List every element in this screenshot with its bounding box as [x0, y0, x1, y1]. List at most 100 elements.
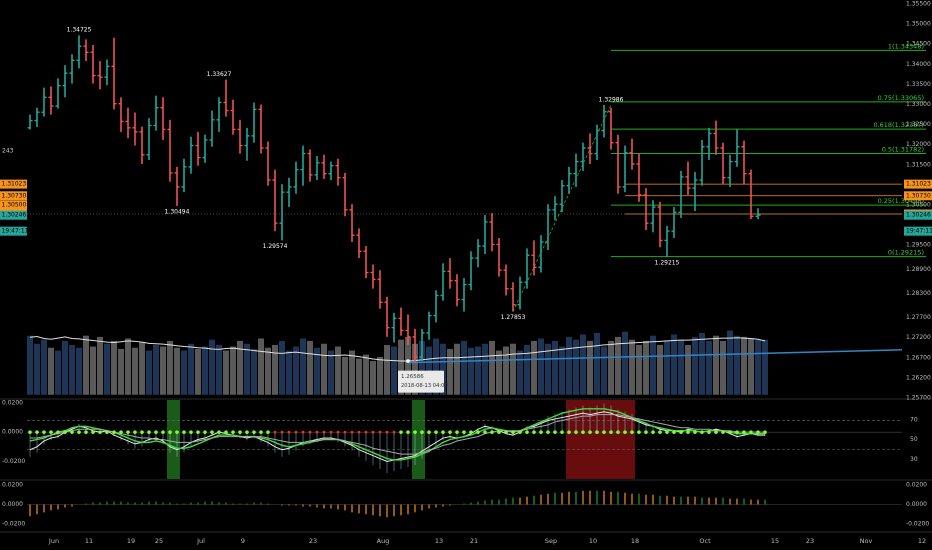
candle: [608, 107, 614, 150]
time-axis-label: Jul: [196, 537, 205, 545]
volume-bar: [580, 334, 586, 395]
indicator-dot: [406, 430, 410, 434]
candle: [41, 87, 47, 117]
indicator-dot: [63, 430, 67, 434]
price-tick-label: 1.26700: [906, 354, 931, 361]
candle: [524, 248, 530, 289]
indicator-dot: [399, 430, 403, 434]
price-tag-bg: [904, 226, 932, 236]
volume-bar: [307, 340, 313, 395]
candle: [671, 207, 677, 238]
indicator-dot: [308, 430, 312, 434]
price-tick-label: 1.34500: [906, 41, 931, 48]
indicator-dot: [525, 430, 529, 434]
indicator-zone: [412, 400, 425, 479]
indicator-dot: [427, 430, 431, 434]
volume-bar: [174, 347, 180, 395]
indicator-dot: [630, 430, 634, 434]
volume-bar: [657, 344, 663, 395]
indicator-line: [29, 408, 765, 461]
extreme-label: 1.30494: [165, 208, 190, 215]
time-axis-label: Jun: [48, 537, 59, 545]
candle: [167, 119, 173, 182]
volume-bar: [132, 347, 138, 395]
volume-bar: [104, 343, 110, 395]
volume-bar: [342, 356, 348, 395]
volume-bar: [573, 339, 579, 395]
candle: [223, 79, 229, 117]
candle: [587, 133, 593, 165]
volume-bar: [419, 340, 425, 395]
candle: [398, 307, 404, 336]
candle: [265, 141, 271, 186]
time-axis-label: 23: [806, 537, 814, 545]
volume-bar: [48, 347, 54, 395]
indicator-dot: [84, 430, 88, 434]
indicator-dot: [553, 430, 557, 434]
price-tag-bg: [0, 179, 27, 189]
candle: [349, 204, 355, 243]
indicator-dot: [455, 430, 459, 434]
candle: [468, 251, 474, 291]
osc-axis-label: 0.0000: [2, 501, 23, 508]
volume-bar: [34, 343, 40, 395]
candle: [188, 136, 194, 174]
time-axis-label: Oct: [699, 537, 711, 545]
volume-bar: [440, 343, 446, 395]
indicator-dot: [441, 430, 445, 434]
indicator-dot: [203, 430, 207, 434]
indicator-dot: [469, 430, 473, 434]
indicator-dot: [756, 430, 760, 434]
price-tick-label: 1.25700: [906, 395, 931, 402]
candle: [335, 158, 341, 186]
indicator-dot: [616, 430, 620, 434]
candle: [692, 172, 698, 212]
volume-bar: [321, 343, 327, 395]
volume-bar: [62, 340, 68, 395]
volume-bar: [55, 350, 61, 395]
indicator-dot: [266, 430, 270, 434]
indicator-dot: [392, 430, 396, 434]
indicator-dot: [91, 430, 95, 434]
candle: [153, 95, 159, 131]
volume-bar: [524, 344, 530, 395]
indicator-dot: [189, 430, 193, 434]
indicator-dot: [511, 430, 515, 434]
time-axis-label: 12: [918, 537, 926, 545]
indicator-dot: [679, 430, 683, 434]
fib-level-label: 0.75(1.33065): [878, 94, 924, 102]
candle: [104, 59, 110, 86]
candle: [160, 97, 166, 140]
price-tick-label: 1.27700: [906, 314, 931, 321]
indicator-dot: [112, 430, 116, 434]
tooltip-price: 1.26586: [401, 374, 424, 380]
indicator-dot: [462, 430, 466, 434]
time-axis-label: 25: [155, 537, 163, 545]
indicator-dot: [77, 430, 81, 434]
price-tick-label: 1.26200: [906, 374, 931, 381]
indicator-zone: [167, 400, 180, 479]
volume-bar: [244, 343, 250, 395]
indicator-dot: [161, 430, 165, 434]
volume-bar: [538, 338, 544, 395]
indicator-dot: [742, 430, 746, 434]
indicator-dot: [560, 430, 564, 434]
indicator-dot: [497, 430, 501, 434]
indicator-dot: [357, 430, 361, 434]
volume-bar: [713, 335, 719, 395]
volume-bar: [370, 361, 376, 395]
candle: [510, 282, 516, 312]
fib-level-label: 1(1.34348): [888, 42, 924, 50]
price-tag: 1.30500: [2, 202, 27, 209]
volume-bar: [552, 340, 558, 395]
volume-bar: [594, 332, 600, 395]
candle: [636, 153, 642, 202]
indicator-dot: [133, 430, 137, 434]
indicator-dot: [476, 430, 480, 434]
indicator-dot: [651, 430, 655, 434]
volume-bar: [601, 346, 607, 395]
candle: [384, 296, 390, 337]
volume-bar: [398, 339, 404, 395]
indicator-dot: [287, 430, 291, 434]
